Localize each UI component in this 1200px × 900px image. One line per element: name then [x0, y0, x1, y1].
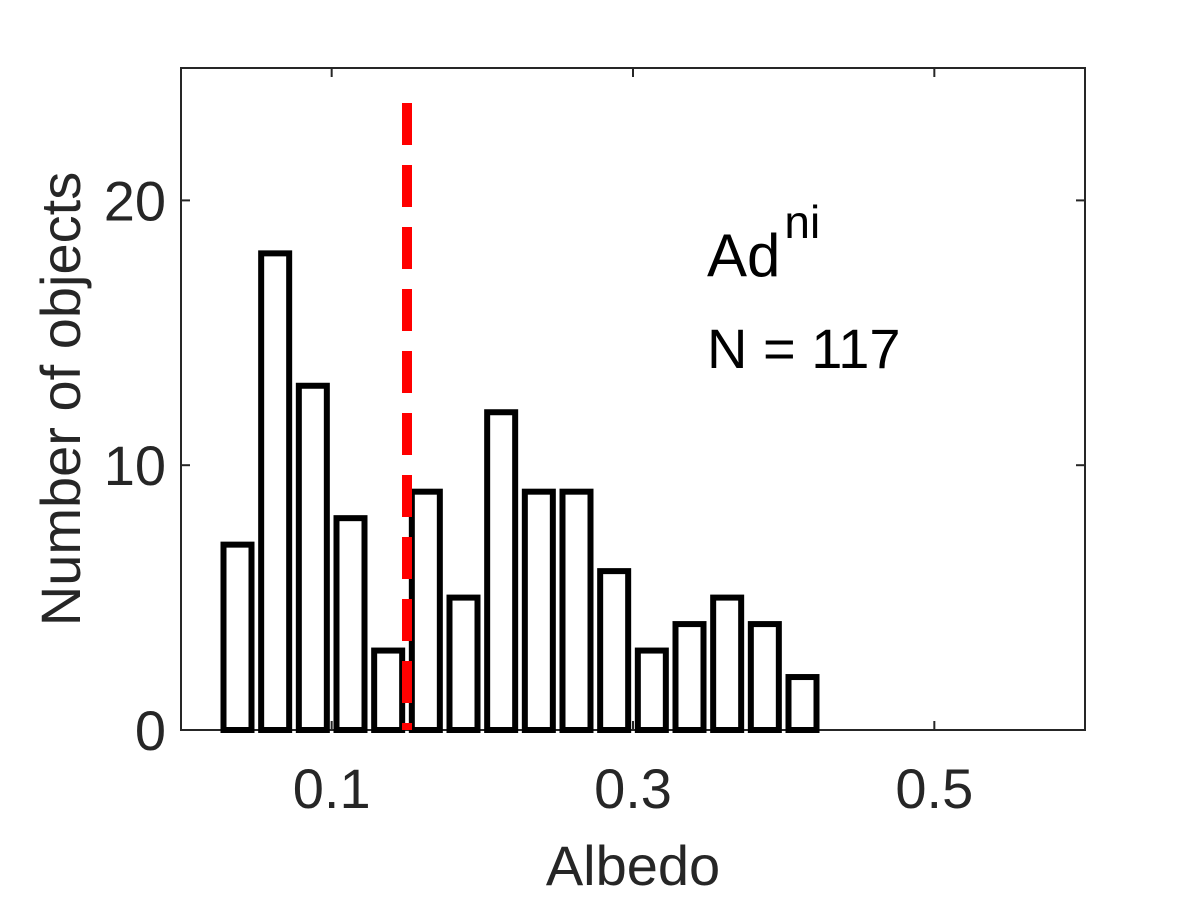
annotation-label: Adni: [707, 196, 820, 289]
plot-area-frame: [180, 67, 1086, 731]
histogram-bar: [710, 594, 745, 733]
y-axis-title: Number of objects: [29, 172, 92, 626]
histogram-bar: [258, 250, 293, 734]
histogram-bar: [333, 515, 368, 733]
histogram-bar: [597, 568, 632, 733]
y-tick-label: 10: [104, 434, 166, 497]
bars-group: [220, 250, 820, 734]
x-axis-title: Albedo: [546, 834, 720, 897]
histogram-bar: [634, 647, 669, 733]
histogram-bar: [559, 488, 594, 733]
histogram-bar: [371, 647, 406, 733]
x-tick-label: 0.1: [293, 757, 371, 820]
histogram-bar: [220, 541, 255, 734]
x-tick-label: 0.5: [895, 757, 973, 820]
histogram-bar: [785, 674, 820, 733]
histogram-bar: [446, 594, 481, 733]
y-tick-label: 20: [104, 169, 166, 232]
histogram-bar: [672, 621, 707, 734]
annotation-superscript: ni: [784, 196, 820, 248]
y-tick-label: 0: [135, 699, 166, 762]
histogram-bar: [408, 488, 443, 733]
histogram-bar: [295, 382, 330, 733]
annotation-main: Ad: [707, 222, 780, 289]
annotation-count: N = 117: [707, 317, 901, 380]
histogram-bar: [484, 409, 519, 733]
histogram-bar: [747, 621, 782, 734]
histogram-bar: [521, 488, 556, 733]
x-tick-label: 0.3: [594, 757, 672, 820]
ticks-group: 0.1 0.3 0.5 0 10 20: [104, 68, 1085, 820]
